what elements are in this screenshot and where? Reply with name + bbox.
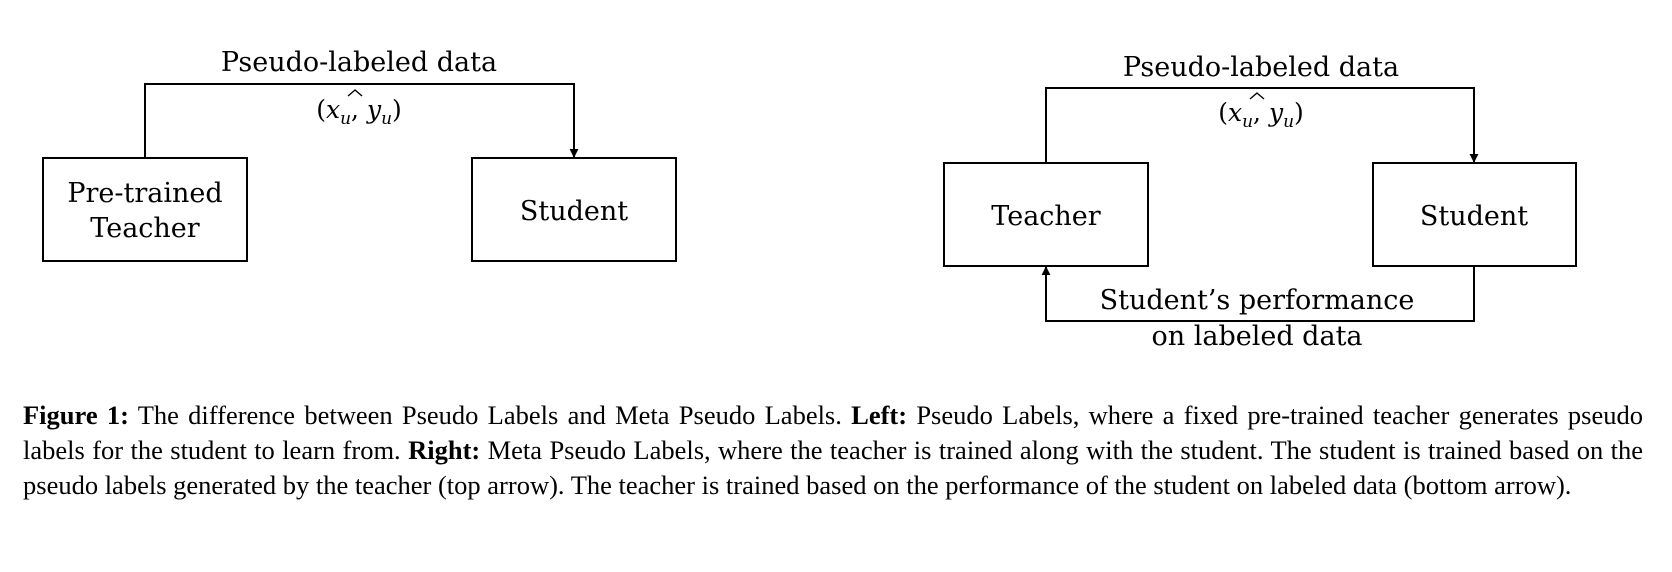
left-teacher-label-line2: Teacher — [90, 213, 199, 244]
caption-right-label: Right: — [408, 435, 481, 465]
caption-intro: The difference between Pseudo Labels and… — [128, 400, 852, 430]
right-diagram: Pseudo-labeled data (xu, yu) Teacher Stu… — [943, 52, 1577, 352]
right-top-arrow — [1045, 87, 1479, 163]
caption-right-text: Meta Pseudo Labels, where the teacher is… — [23, 435, 1643, 500]
left-top-label: Pseudo-labeled data — [221, 47, 497, 78]
right-math-label: (xu, yu) — [1218, 98, 1304, 132]
left-teacher-label-line1: Pre-trained — [67, 178, 222, 209]
caption-left-text: Pseudo Labels, where a fixed pre-trained… — [23, 400, 1643, 465]
right-bottom-arrow — [1041, 266, 1475, 322]
left-student-label: Student — [520, 196, 628, 227]
left-math-label: (xu, yu) — [316, 95, 402, 129]
caption-figure-label: Figure 1: — [23, 400, 129, 430]
caption-left-label: Left: — [851, 400, 908, 430]
right-student-label: Student — [1420, 201, 1528, 232]
right-bottom-label-line1: Student’s performance — [1100, 285, 1415, 316]
figure-caption: Figure 1: The difference between Pseudo … — [23, 398, 1643, 503]
left-student-box — [471, 157, 677, 262]
left-top-arrow — [144, 83, 579, 158]
right-math-hat — [1249, 92, 1265, 100]
right-teacher-label: Teacher — [991, 201, 1100, 232]
left-math-hat — [347, 89, 363, 97]
right-top-label: Pseudo-labeled data — [1123, 52, 1399, 83]
right-bottom-label-line2: on labeled data — [1151, 321, 1362, 352]
left-diagram: Pseudo-labeled data (xu, yu) Pre-trained… — [42, 47, 677, 262]
left-pretrained-teacher-box — [42, 157, 248, 262]
